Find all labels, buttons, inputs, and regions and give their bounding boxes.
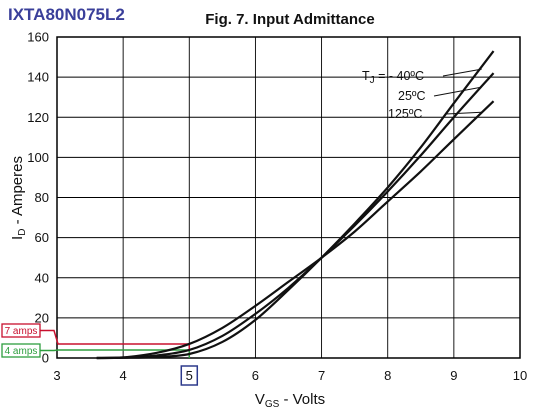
annotation-line-1 xyxy=(40,349,191,358)
y-tick-label: 40 xyxy=(35,270,49,285)
series-leader-0 xyxy=(442,68,482,77)
x-tick-label: 8 xyxy=(384,368,391,383)
x-tick-label: 5 xyxy=(186,368,193,383)
x-tick-label: 6 xyxy=(252,368,259,383)
series-leader-2 xyxy=(445,111,482,115)
series xyxy=(96,50,495,360)
series-leader-1 xyxy=(433,86,482,97)
y-tick-label: 80 xyxy=(35,190,49,205)
series-labels: TJ = - 40ºC 25ºC 125ºC xyxy=(362,68,482,121)
y-tick-label: 60 xyxy=(35,230,49,245)
x-tick-label: 7 xyxy=(318,368,325,383)
plot-frame xyxy=(56,36,521,359)
annotation-label-1: 4 amps xyxy=(5,346,38,357)
series-line-0 xyxy=(96,50,495,360)
y-tick-label: 100 xyxy=(27,150,49,165)
x-axis-label: VGS - Volts xyxy=(255,391,325,410)
annotation-label-0: 7 amps xyxy=(5,326,38,337)
highlight-tick-box xyxy=(180,365,199,386)
series-label-1: 25ºC xyxy=(398,89,426,103)
series-line-1 xyxy=(96,72,495,360)
x-tick-label: 4 xyxy=(120,368,127,383)
part-number: IXTA80N075L2 xyxy=(8,5,125,24)
x-tick-label: 9 xyxy=(450,368,457,383)
y-axis-label: ID - Amperes xyxy=(9,156,28,240)
y-tick-label: 140 xyxy=(27,70,49,85)
annotation-line-0 xyxy=(40,329,191,358)
x-tick-label: 10 xyxy=(513,368,527,383)
chart-title: Fig. 7. Input Admittance xyxy=(205,11,374,28)
y-tick-label: 20 xyxy=(35,310,49,325)
series-label-2: 125ºC xyxy=(388,107,422,121)
x-tick-label: 3 xyxy=(53,368,60,383)
annotations: 7 amps 4 amps xyxy=(1,323,191,358)
y-tick-label: 160 xyxy=(27,30,49,45)
y-tick-label: 120 xyxy=(27,110,49,125)
grid xyxy=(56,36,521,359)
series-line-2 xyxy=(96,100,495,360)
y-tick-label: 0 xyxy=(42,351,49,366)
series-label-0: TJ = - 40ºC xyxy=(362,69,424,86)
